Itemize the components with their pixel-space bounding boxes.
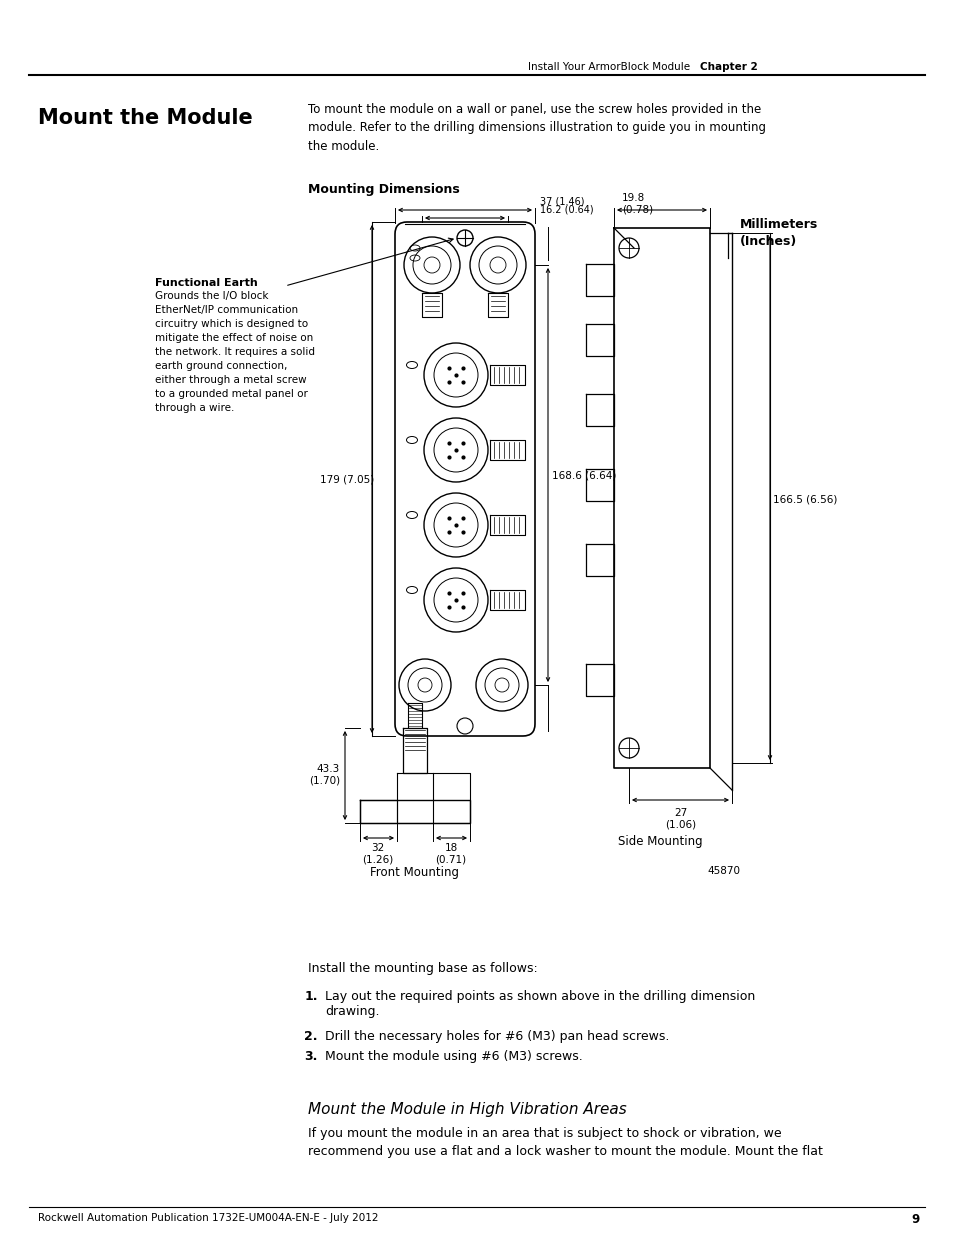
Text: Chapter 2: Chapter 2 (700, 62, 757, 72)
Text: Mount the Module in High Vibration Areas: Mount the Module in High Vibration Areas (308, 1102, 626, 1116)
Text: 18
(0.71): 18 (0.71) (435, 844, 466, 864)
Text: 179 (7.05): 179 (7.05) (319, 475, 374, 485)
Text: 37 (1.46): 37 (1.46) (539, 198, 584, 207)
Text: Rockwell Automation Publication 1732E-UM004A-EN-E - July 2012: Rockwell Automation Publication 1732E-UM… (38, 1213, 378, 1223)
Text: Functional Earth: Functional Earth (154, 278, 257, 288)
Text: 2.: 2. (304, 1030, 317, 1044)
Text: Front Mounting: Front Mounting (370, 866, 459, 879)
Text: Mount the Module: Mount the Module (38, 107, 253, 128)
Text: 9: 9 (911, 1213, 919, 1226)
Text: 16.2 (0.64): 16.2 (0.64) (539, 205, 593, 215)
Text: 27
(1.06): 27 (1.06) (664, 808, 696, 830)
Text: 43.3
(1.70): 43.3 (1.70) (309, 764, 339, 785)
Text: Lay out the required points as shown above in the drilling dimension
drawing.: Lay out the required points as shown abo… (325, 990, 755, 1018)
Text: 19.8: 19.8 (621, 193, 644, 203)
Text: Drill the necessary holes for #6 (M3) pan head screws.: Drill the necessary holes for #6 (M3) pa… (325, 1030, 669, 1044)
Text: 166.5 (6.56): 166.5 (6.56) (772, 495, 837, 505)
Text: Grounds the I/O block
EtherNet/IP communication
circuitry which is designed to
m: Grounds the I/O block EtherNet/IP commun… (154, 291, 314, 412)
Text: 168.6 (6.64): 168.6 (6.64) (552, 471, 616, 480)
Text: If you mount the module in an area that is subject to shock or vibration, we
rec: If you mount the module in an area that … (308, 1128, 822, 1158)
Text: (0.78): (0.78) (621, 204, 653, 214)
Text: Millimeters
(Inches): Millimeters (Inches) (740, 219, 818, 248)
Text: Install Your ArmorBlock Module: Install Your ArmorBlock Module (528, 62, 700, 72)
Text: 1.: 1. (304, 990, 317, 1003)
Text: Install the mounting base as follows:: Install the mounting base as follows: (308, 962, 537, 974)
Text: 32
(1.26): 32 (1.26) (362, 844, 394, 864)
Text: 45870: 45870 (706, 866, 740, 876)
Text: Mount the module using #6 (M3) screws.: Mount the module using #6 (M3) screws. (325, 1050, 582, 1063)
Text: Mounting Dimensions: Mounting Dimensions (308, 183, 459, 196)
Text: 3.: 3. (304, 1050, 317, 1063)
Text: To mount the module on a wall or panel, use the screw holes provided in the
modu: To mount the module on a wall or panel, … (308, 103, 765, 153)
Text: Side Mounting: Side Mounting (617, 835, 701, 848)
